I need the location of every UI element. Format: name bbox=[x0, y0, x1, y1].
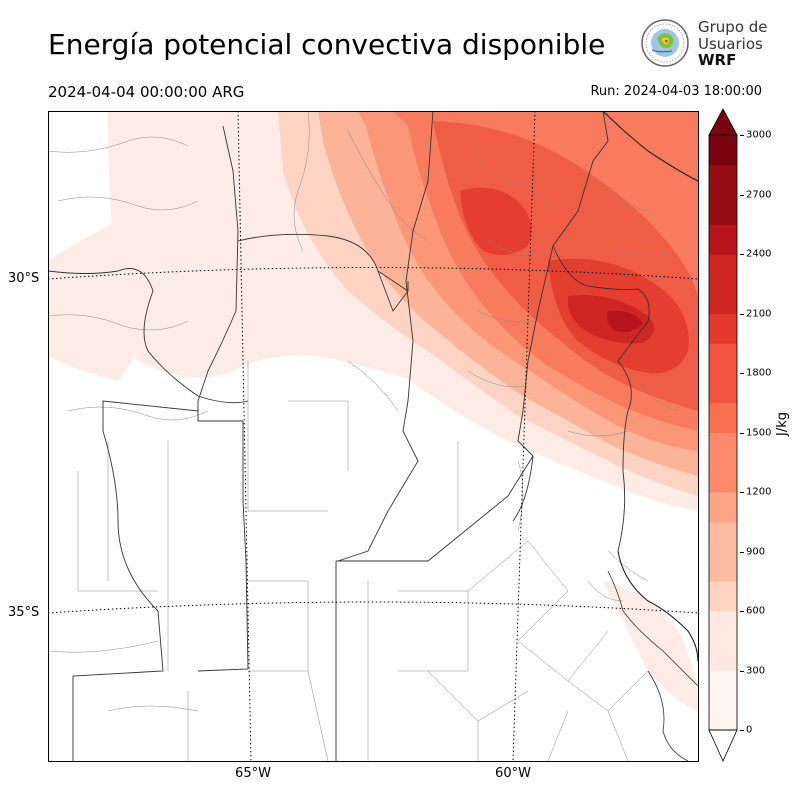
colorbar-tick-mark bbox=[740, 432, 744, 434]
cape-band-2400-2700 bbox=[607, 310, 643, 332]
cape-band-0-300-west bbox=[48, 221, 153, 381]
globe-emblem-icon bbox=[641, 19, 689, 67]
colorbar-tick-label: 900 bbox=[746, 546, 766, 557]
colorbar-band bbox=[709, 313, 737, 344]
cape-band-0-300-south bbox=[603, 581, 698, 711]
colorbar bbox=[708, 108, 738, 762]
colorbar-band bbox=[709, 135, 737, 166]
colorbar-band bbox=[709, 611, 737, 642]
colorbar-band bbox=[709, 343, 737, 374]
colorbar-tick-mark bbox=[740, 551, 744, 553]
lat-label-30s: 30°S bbox=[8, 271, 40, 286]
colorbar-band bbox=[709, 640, 737, 671]
colorbar-extend-max bbox=[708, 108, 738, 136]
meridian-65w bbox=[237, 111, 252, 761]
cape-band-1800-2100-north bbox=[460, 187, 532, 255]
colorbar-band bbox=[709, 402, 737, 433]
parallel-35s bbox=[48, 601, 698, 614]
country-border bbox=[602, 111, 698, 662]
cape-field bbox=[48, 111, 698, 711]
colorbar-tick-mark bbox=[740, 611, 744, 612]
colorbar-band bbox=[709, 700, 737, 731]
colorbar-tick-label: 1200 bbox=[746, 486, 772, 498]
colorbar-band bbox=[709, 581, 737, 612]
graticule bbox=[48, 111, 698, 761]
lon-label-60w: 60°W bbox=[495, 766, 531, 781]
colorbar-tick-mark bbox=[740, 492, 744, 493]
valid-time-label: 2024-04-04 00:00:00 ARG bbox=[48, 83, 245, 101]
colorbar-tick-label: 2700 bbox=[746, 189, 772, 200]
colorbar-tick-mark bbox=[740, 194, 744, 196]
colorbar-band bbox=[709, 521, 737, 552]
colorbar-band bbox=[709, 164, 737, 195]
colorbar-tick-label: 0 bbox=[746, 724, 753, 736]
colorbar-tick-label: 1500 bbox=[746, 427, 772, 438]
colorbar-tick-label: 2100 bbox=[746, 308, 772, 319]
colorbar-tick-mark bbox=[740, 730, 744, 731]
colorbar-band bbox=[709, 551, 737, 582]
colorbar-tick-label: 3000 bbox=[746, 129, 772, 141]
colorbar-tick-label: 1800 bbox=[746, 367, 772, 379]
colorbar-band bbox=[709, 432, 737, 463]
logo-line-1: Grupo de bbox=[698, 18, 768, 36]
meridian-60w bbox=[512, 111, 536, 761]
chart-title: Energía potencial convectiva disponible bbox=[48, 28, 606, 61]
department-boundaries bbox=[48, 111, 679, 761]
colorbar-band bbox=[709, 283, 737, 314]
logo-line-3: WRF bbox=[698, 51, 737, 69]
grupo-usuarios-wrf-logo: Grupo de Usuarios WRF bbox=[638, 14, 768, 70]
colorbar-band bbox=[709, 462, 737, 493]
colorbar-tick-label: 300 bbox=[746, 665, 766, 676]
province-boundaries bbox=[48, 111, 650, 761]
colorbar-tick-mark bbox=[740, 373, 744, 374]
colorbar-tick-mark bbox=[740, 254, 744, 255]
colorbar-tick-mark bbox=[740, 313, 744, 315]
parallel-30s bbox=[48, 267, 698, 280]
colorbar-tick-label: 600 bbox=[746, 605, 766, 617]
colorbar-tick-label: 2400 bbox=[746, 248, 772, 260]
colorbar-band bbox=[709, 670, 737, 701]
river-plate-coastline bbox=[607, 570, 698, 761]
run-time-label: Run: 2024-04-03 18:00:00 bbox=[590, 84, 762, 99]
cape-map bbox=[48, 111, 698, 761]
colorbar-tick-mark bbox=[740, 135, 744, 136]
colorbar-band bbox=[709, 224, 737, 255]
colorbar-units-label: J/kg bbox=[775, 412, 790, 436]
colorbar-band bbox=[709, 492, 737, 523]
colorbar-tick-mark bbox=[740, 670, 744, 672]
colorbar-band bbox=[709, 254, 737, 285]
logo-line-2: Usuarios bbox=[698, 35, 763, 53]
lon-label-65w: 65°W bbox=[235, 766, 271, 781]
colorbar-band bbox=[709, 194, 737, 225]
colorbar-band bbox=[709, 373, 737, 404]
colorbar-extend-min bbox=[708, 729, 738, 762]
lat-label-35s: 35°S bbox=[8, 605, 40, 620]
